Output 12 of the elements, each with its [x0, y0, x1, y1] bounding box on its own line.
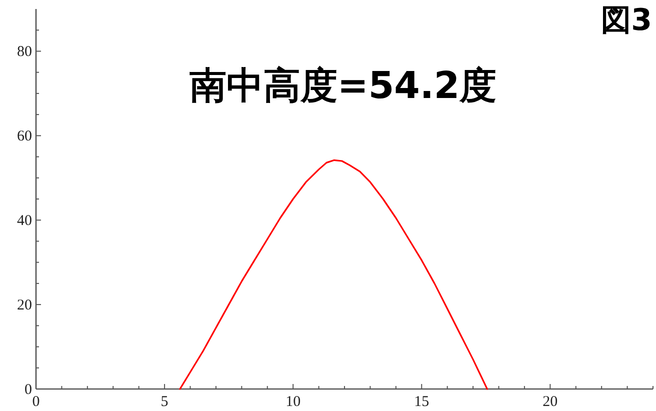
- text: 南中高度=54.2度: [189, 64, 497, 107]
- line-series: [179, 159, 488, 390]
- y-tick-label: 20: [17, 298, 32, 314]
- annotation: 図3: [601, 3, 652, 38]
- x-tick-label: 5: [160, 394, 168, 410]
- y-tick-label: 40: [17, 213, 32, 230]
- x-tick-label: 10: [286, 394, 301, 410]
- y-tick-label: 60: [17, 128, 32, 145]
- y-tick-label: 0: [24, 382, 32, 398]
- y-tick-label: 80: [17, 44, 32, 60]
- x-tick-label: 20: [542, 394, 558, 410]
- x-tick-label: 15: [414, 394, 430, 410]
